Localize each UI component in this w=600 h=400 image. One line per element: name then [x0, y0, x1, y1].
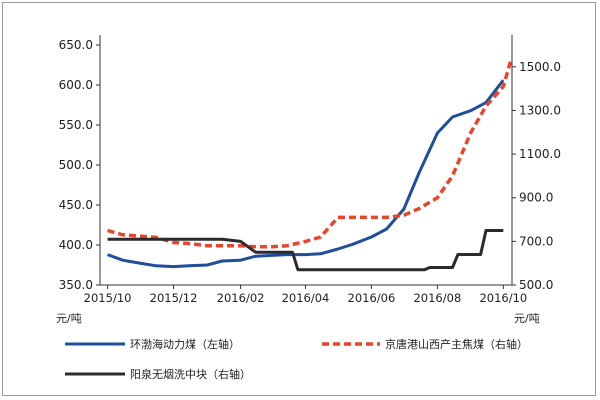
- left-tick-label-3: 500.0: [59, 158, 93, 172]
- x-tick-label-4: 2016/06: [348, 291, 396, 305]
- x-tick-label-6: 2016/10: [479, 291, 527, 305]
- x-tick-label-1: 2015/12: [150, 291, 198, 305]
- legend: 环渤海动力煤（左轴） 京唐港山西产主焦煤（右轴） 阳泉无烟洗中块（右轴）: [65, 337, 528, 381]
- series-line-1: [107, 59, 513, 249]
- right-tick-label-5: 1500.0: [519, 60, 561, 74]
- legend-label-0: 环渤海动力煤（左轴）: [130, 337, 240, 351]
- right-tick-label-0: 500.0: [519, 278, 553, 292]
- left-axis-ticks: 350.0 400.0 450.0 500.0 550.0 600.0 650.0: [59, 38, 100, 292]
- legend-label-2: 阳泉无烟洗中块（右轴）: [130, 367, 251, 381]
- left-tick-label-5: 600.0: [59, 78, 93, 92]
- x-tick-label-3: 2016/04: [282, 291, 330, 305]
- x-tick-label-2: 2016/02: [217, 291, 265, 305]
- chart-axes: [99, 35, 513, 286]
- series-line-0: [107, 79, 505, 269]
- x-tick-label-5: 2016/08: [413, 291, 461, 305]
- right-tick-label-1: 700.0: [519, 234, 553, 248]
- series-line-2: [107, 229, 504, 272]
- legend-item-0: 环渤海动力煤（左轴）: [65, 337, 240, 351]
- left-axis-unit: 元/吨: [56, 312, 82, 325]
- legend-item-2: 阳泉无烟洗中块（右轴）: [65, 367, 251, 381]
- right-tick-label-4: 1300.0: [519, 103, 561, 117]
- chart-frame: [2, 2, 596, 396]
- right-tick-label-3: 1100.0: [519, 147, 561, 161]
- right-axis-unit: 元/吨: [514, 312, 540, 325]
- legend-label-1: 京唐港山西产主焦煤（右轴）: [385, 337, 528, 351]
- x-axis-ticks: 2015/10 2015/12 2016/02 2016/04 2016/06 2016/…: [84, 285, 527, 305]
- left-tick-label-6: 650.0: [59, 38, 93, 52]
- left-tick-label-1: 400.0: [59, 238, 93, 252]
- right-tick-label-2: 900.0: [519, 191, 553, 205]
- x-tick-label-0: 2015/10: [84, 291, 132, 305]
- right-axis-ticks: 500.0 700.0 900.0 1100.0 1300.0 1500.0: [512, 60, 561, 292]
- legend-item-1: 京唐港山西产主焦煤（右轴）: [322, 337, 528, 351]
- left-tick-label-2: 450.0: [59, 198, 93, 212]
- series-layer: [107, 59, 513, 272]
- left-tick-label-4: 550.0: [59, 118, 93, 132]
- left-tick-label-0: 350.0: [59, 278, 93, 292]
